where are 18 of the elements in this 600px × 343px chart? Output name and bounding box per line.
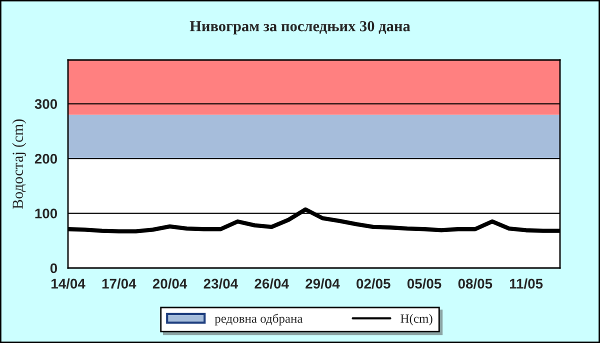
x-tick-label: 26/04	[254, 278, 289, 289]
y-tick-label: 100	[35, 208, 58, 218]
y-tick-label: 0	[50, 263, 58, 274]
x-tick-label: 23/04	[204, 278, 238, 289]
y-tick-label: 300	[34, 99, 58, 109]
x-tick-label: 20/04	[152, 278, 188, 289]
x-tick-label: 29/04	[306, 278, 340, 289]
x-tick-label: 11/05	[510, 278, 543, 289]
x-tick-label: 17/04	[102, 278, 136, 289]
x-tick-label: 08/05	[458, 278, 492, 289]
legend-label: редовна одбрана	[214, 314, 303, 326]
x-tick-label: 14/04	[52, 278, 86, 289]
y-axis-title: Водостај (cm)	[12, 119, 26, 209]
legend-label: H(cm)	[400, 314, 432, 326]
y-tick-label: 200	[34, 154, 58, 164]
x-tick-label: 05/05	[407, 278, 442, 289]
chart-title: Нивограм за последњих 30 дана	[190, 21, 410, 34]
x-tick-label: 02/05	[356, 278, 390, 289]
